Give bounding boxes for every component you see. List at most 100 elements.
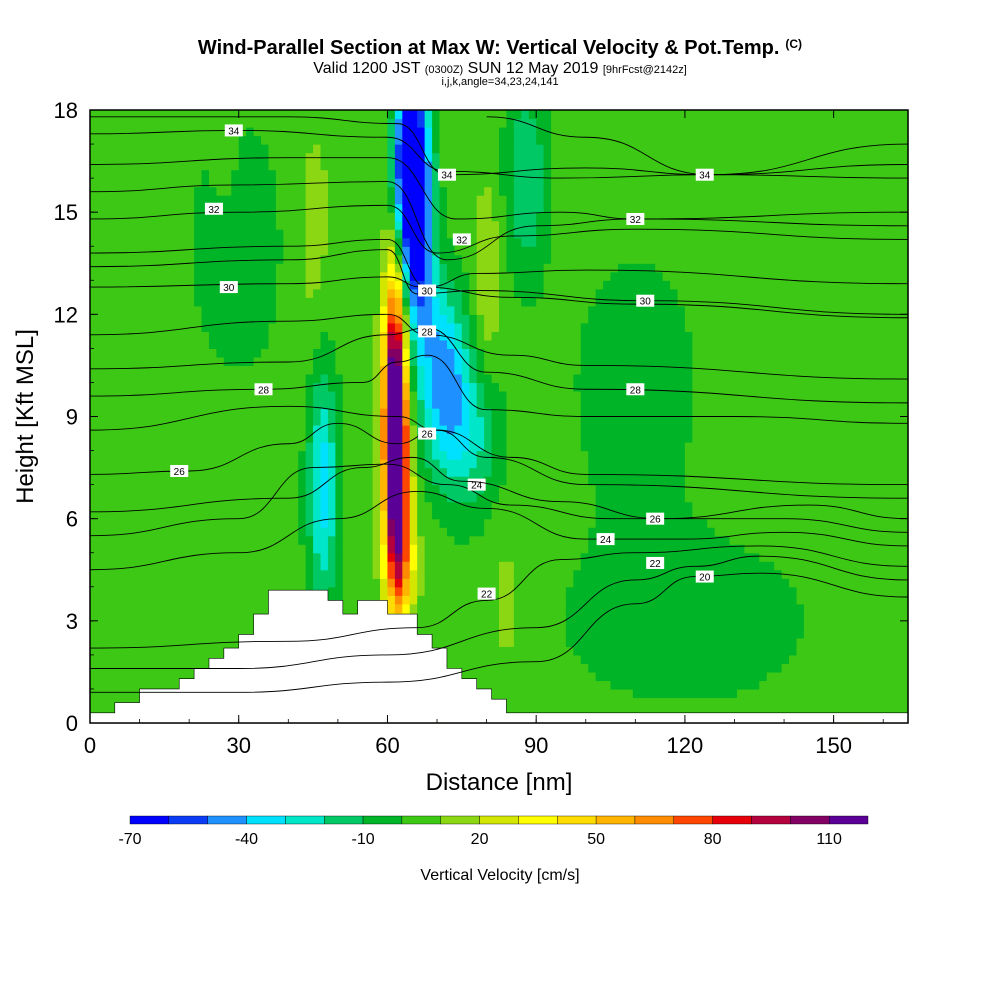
velocity-cell [149, 433, 158, 443]
velocity-cell [580, 637, 589, 647]
velocity-cell [283, 118, 292, 128]
velocity-cell [528, 365, 537, 375]
velocity-cell [134, 399, 143, 409]
velocity-cell [164, 603, 173, 613]
velocity-cell [380, 518, 389, 528]
velocity-cell [551, 229, 560, 239]
velocity-cell [342, 603, 351, 613]
velocity-cell [499, 288, 508, 298]
velocity-cell [357, 135, 366, 145]
velocity-cell [513, 518, 522, 528]
velocity-cell [290, 263, 299, 273]
velocity-cell [275, 399, 284, 409]
velocity-cell [90, 654, 99, 665]
velocity-cell [290, 425, 299, 435]
velocity-cell [156, 297, 165, 307]
velocity-cell [320, 433, 329, 443]
velocity-cell [342, 288, 351, 298]
velocity-cell [350, 561, 359, 571]
velocity-cell [142, 399, 151, 409]
velocity-cell [350, 510, 359, 520]
velocity-cell [402, 110, 411, 120]
velocity-cell [142, 271, 151, 281]
velocity-cell [112, 195, 121, 205]
velocity-cell [149, 484, 158, 494]
velocity-cell [543, 331, 552, 341]
velocity-cell [90, 297, 99, 307]
velocity-cell [238, 527, 247, 537]
velocity-cell [119, 356, 128, 367]
velocity-cell [432, 459, 441, 469]
velocity-cell [565, 144, 574, 154]
velocity-cell [543, 195, 552, 205]
velocity-cell [216, 407, 225, 418]
velocity-cell [484, 382, 493, 392]
velocity-cell [491, 314, 500, 324]
velocity-cell [179, 280, 188, 290]
velocity-cell [484, 356, 493, 367]
velocity-cell [580, 390, 589, 401]
velocity-cell [595, 425, 604, 435]
velocity-cell [558, 561, 567, 571]
velocity-cell [446, 229, 455, 239]
velocity-cell [223, 169, 232, 179]
velocity-cell [186, 280, 195, 290]
velocity-cell [543, 169, 552, 179]
velocity-cell [313, 118, 322, 128]
velocity-cell [238, 459, 247, 469]
velocity-cell [97, 305, 106, 315]
velocity-cell [261, 586, 270, 596]
velocity-cell [558, 169, 567, 179]
velocity-cell [97, 195, 106, 205]
velocity-cell [119, 527, 128, 537]
velocity-cell [119, 518, 128, 528]
velocity-cell [491, 552, 500, 562]
velocity-cell [97, 697, 106, 707]
velocity-cell [536, 110, 545, 120]
velocity-cell [335, 135, 344, 145]
velocity-cell [231, 382, 240, 392]
velocity-cell [394, 280, 403, 290]
velocity-cell [573, 288, 582, 298]
velocity-cell [201, 237, 210, 247]
velocity-cell [149, 595, 158, 605]
velocity-cell [112, 518, 121, 528]
velocity-cell [216, 544, 225, 554]
velocity-cell [521, 646, 530, 656]
velocity-cell [186, 339, 195, 349]
velocity-cell [104, 671, 113, 682]
velocity-cell [476, 654, 485, 665]
velocity-cell [261, 433, 270, 443]
velocity-cell [342, 339, 351, 349]
velocity-cell [521, 705, 530, 716]
velocity-cell [149, 305, 158, 315]
velocity-cell [201, 629, 210, 639]
velocity-cell [97, 561, 106, 571]
velocity-cell [253, 212, 262, 222]
velocity-cell [558, 195, 567, 205]
velocity-cell [454, 339, 463, 349]
velocity-cell [573, 603, 582, 613]
velocity-cell [580, 314, 589, 324]
velocity-cell [320, 450, 329, 460]
velocity-cell [461, 382, 470, 392]
velocity-cell [446, 416, 455, 426]
velocity-cell [164, 442, 173, 452]
velocity-cell [320, 339, 329, 349]
velocity-cell [565, 169, 574, 179]
velocity-cell [506, 169, 515, 179]
velocity-cell [268, 459, 277, 469]
velocity-cell [491, 356, 500, 367]
velocity-cell [543, 425, 552, 435]
velocity-cell [104, 212, 113, 222]
velocity-cell [543, 467, 552, 477]
velocity-cell [112, 365, 121, 375]
velocity-cell [350, 595, 359, 605]
velocity-cell [290, 390, 299, 401]
velocity-cell [268, 501, 277, 511]
velocity-cell [513, 271, 522, 281]
velocity-cell [164, 322, 173, 332]
velocity-cell [365, 263, 374, 273]
velocity-cell [142, 433, 151, 443]
velocity-cell [543, 578, 552, 588]
